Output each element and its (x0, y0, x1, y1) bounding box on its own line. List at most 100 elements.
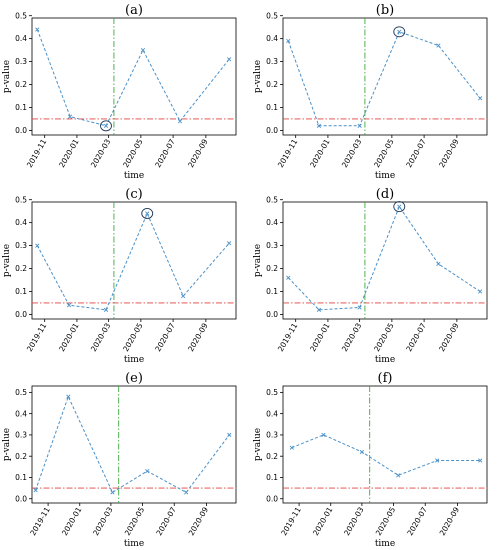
chart-panel: (c) 0.0 0.1 0.2 0.3 0.4 0.5 2019-11 2020-01 2020-… (2, 187, 237, 365)
y-tick-label: 0.2 (266, 452, 278, 461)
x-tick-label: 2020-09 (438, 505, 462, 537)
x-tick-label: 2020-03 (89, 137, 113, 169)
x-tick-label: 2020-01 (311, 505, 335, 537)
data-point (140, 47, 146, 53)
data-point (286, 38, 291, 44)
data-point (35, 243, 40, 248)
series-line (36, 212, 230, 311)
x-tick-label: 2020-07 (153, 321, 177, 353)
panel-title: (b) (376, 3, 394, 18)
y-tick-label: 0.5 (266, 388, 278, 397)
chart-panel: (d) 0.0 0.1 0.2 0.3 0.4 0.5 2019-11 2020-01 2020-… (253, 187, 488, 365)
x-tick-label: 2020-09 (437, 321, 461, 353)
data-point (66, 303, 72, 308)
y-tick-label: 0.0 (15, 126, 27, 135)
data-point (321, 432, 326, 438)
axes-frame (282, 17, 488, 136)
x-tick-label: 2020-05 (121, 137, 145, 169)
y-tick-label: 0.1 (266, 287, 278, 296)
panel-title: (a) (125, 3, 143, 18)
x-axis-label: time (375, 539, 395, 549)
x-tick-label: 2019-11 (25, 137, 49, 169)
highlight-circle (141, 208, 154, 219)
x-tick-label: 2020-09 (186, 321, 210, 353)
y-tick-label: 0.2 (15, 452, 27, 461)
data-point (145, 211, 150, 216)
data-point (286, 275, 291, 280)
x-tick-label: 2020-07 (405, 505, 429, 537)
x-axis-label: time (375, 171, 395, 181)
data-point (396, 473, 401, 478)
y-tick-label: 0.5 (15, 388, 27, 397)
highlight-circle (393, 26, 406, 38)
x-tick-label: 2020-05 (121, 321, 145, 353)
panel-title: (f) (378, 371, 393, 386)
axes-frame (31, 17, 237, 136)
data-point (184, 490, 189, 495)
series-line (291, 434, 481, 476)
data-point (478, 458, 483, 463)
data-point (66, 394, 71, 399)
x-tick-label: 2020-03 (91, 505, 115, 537)
y-tick-label: 0.4 (15, 218, 27, 227)
axes-frame (282, 385, 488, 504)
y-tick-label: 0.3 (15, 431, 27, 440)
y-tick-label: 0.2 (15, 264, 27, 273)
data-point (67, 114, 73, 119)
x-tick-label: 2020-09 (186, 137, 210, 169)
y-tick-label: 0.5 (15, 195, 27, 204)
y-tick-label: 0.5 (15, 11, 27, 20)
axes-frame (282, 201, 488, 320)
y-tick-label: 0.3 (266, 57, 278, 66)
y-tick-label: 0.0 (15, 494, 27, 503)
y-tick-label: 0.0 (266, 494, 278, 503)
x-tick-label: 2020-07 (404, 321, 428, 353)
x-tick-label: 2020-03 (340, 321, 364, 353)
data-point (227, 57, 232, 62)
y-tick-label: 0.4 (15, 409, 27, 418)
panel-title: (d) (376, 187, 394, 202)
y-tick-label: 0.2 (266, 80, 278, 89)
x-tick-label: 2020-09 (437, 137, 461, 169)
x-tick-label: 2020-01 (57, 137, 81, 169)
series-line (287, 205, 481, 311)
x-tick-label: 2020-01 (57, 321, 81, 353)
data-point (289, 445, 294, 450)
x-axis-label: time (124, 355, 144, 365)
data-point (227, 432, 232, 438)
x-tick-label: 2019-11 (28, 505, 52, 537)
highlight-circle (393, 201, 406, 213)
data-point (103, 307, 109, 312)
data-point (478, 289, 483, 294)
data-point (435, 458, 440, 463)
data-point (436, 43, 441, 48)
x-tick-label: 2020-07 (404, 137, 428, 169)
y-tick-label: 0.2 (15, 80, 27, 89)
x-tick-label: 2020-01 (308, 137, 332, 169)
x-tick-label: 2020-05 (372, 321, 396, 353)
y-axis-label: p-value (2, 428, 12, 461)
y-tick-label: 0.5 (266, 11, 278, 20)
x-tick-label: 2019-11 (25, 321, 49, 353)
y-axis-label: p-value (253, 428, 263, 461)
y-tick-label: 0.1 (15, 473, 27, 482)
data-point (145, 468, 150, 474)
data-point (397, 29, 402, 34)
axes-frame (31, 385, 237, 504)
x-tick-label: 2020-09 (187, 505, 211, 537)
y-tick-label: 0.3 (15, 57, 27, 66)
highlight-circle (100, 120, 112, 132)
x-tick-label: 2020-07 (153, 137, 177, 169)
panel-title: (e) (125, 371, 143, 386)
y-tick-label: 0.0 (266, 126, 278, 135)
y-tick-label: 0.3 (266, 241, 278, 250)
x-tick-label: 2020-05 (374, 505, 398, 537)
x-tick-label: 2020-01 (308, 321, 332, 353)
x-tick-label: 2020-01 (60, 505, 84, 537)
x-tick-label: 2020-05 (123, 505, 147, 537)
y-axis-label: p-value (253, 244, 263, 277)
data-point (177, 119, 183, 124)
data-point (478, 96, 483, 101)
x-axis-label: time (375, 355, 395, 365)
